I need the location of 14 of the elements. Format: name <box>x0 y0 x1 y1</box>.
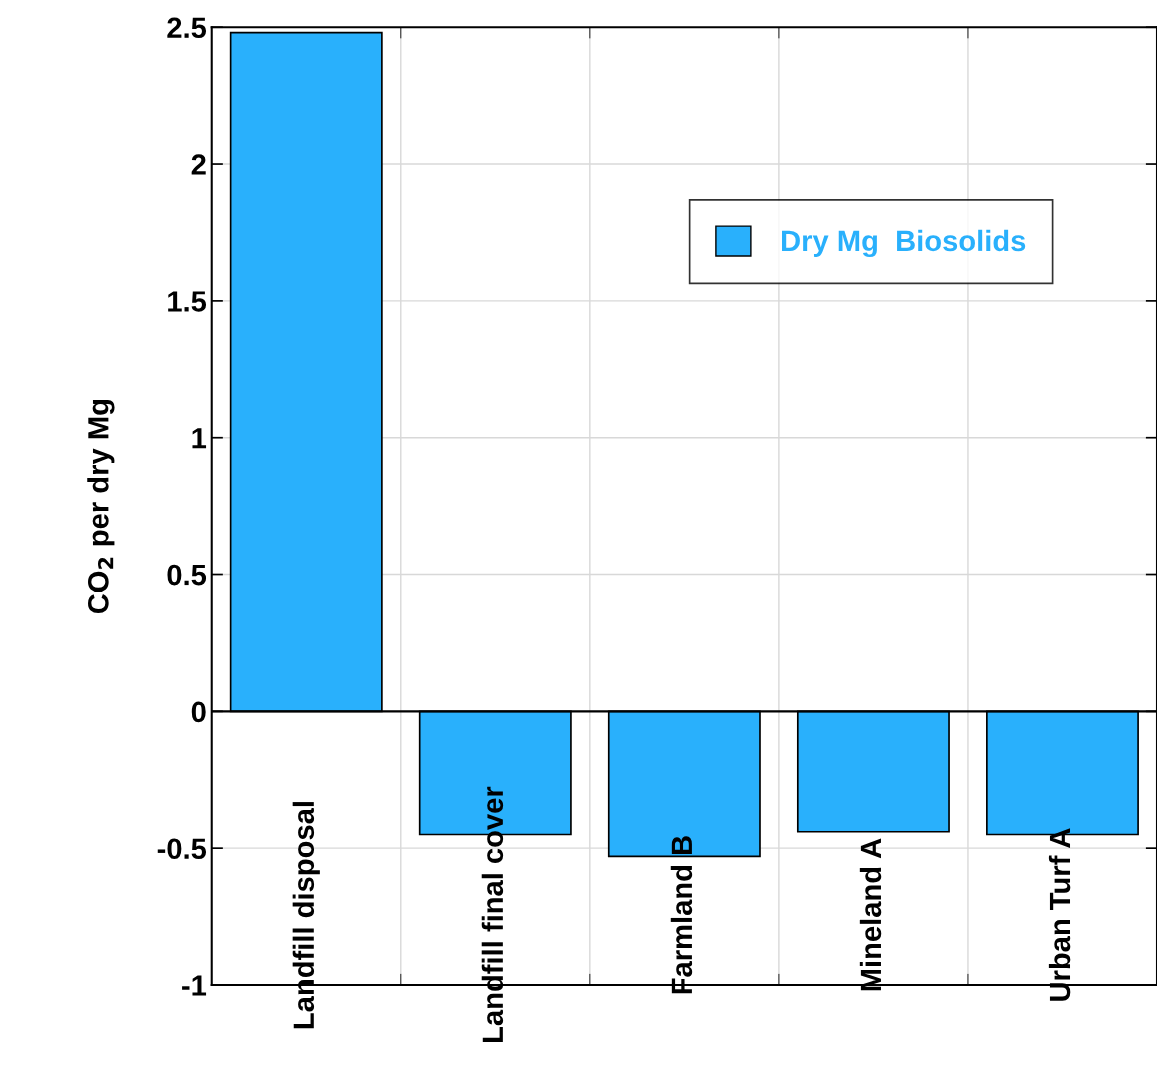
y-tick-label: 1 <box>192 428 207 449</box>
legend-label: Dry Mg Biosolids <box>782 229 1026 258</box>
x-tick-label: Landfill disposal <box>292 802 320 1029</box>
y-axis-title: CO$_{2}$ per dry Mg <box>87 400 115 614</box>
y-tick-label: 0.5 <box>167 564 207 586</box>
y-tick-label: -1 <box>182 975 207 996</box>
y-tick-label: -0.5 <box>157 838 207 860</box>
x-tick-label: Mineland A <box>859 838 882 991</box>
y-tick-label: 0 <box>191 701 206 723</box>
y-tick-label: 2.5 <box>167 17 207 39</box>
x-tick-label: Landfill final cover <box>481 786 504 1042</box>
y-tick-label: 2 <box>191 154 206 175</box>
x-tick-label: Farmland B <box>670 836 693 994</box>
y-tick-label: 1.5 <box>168 291 207 312</box>
